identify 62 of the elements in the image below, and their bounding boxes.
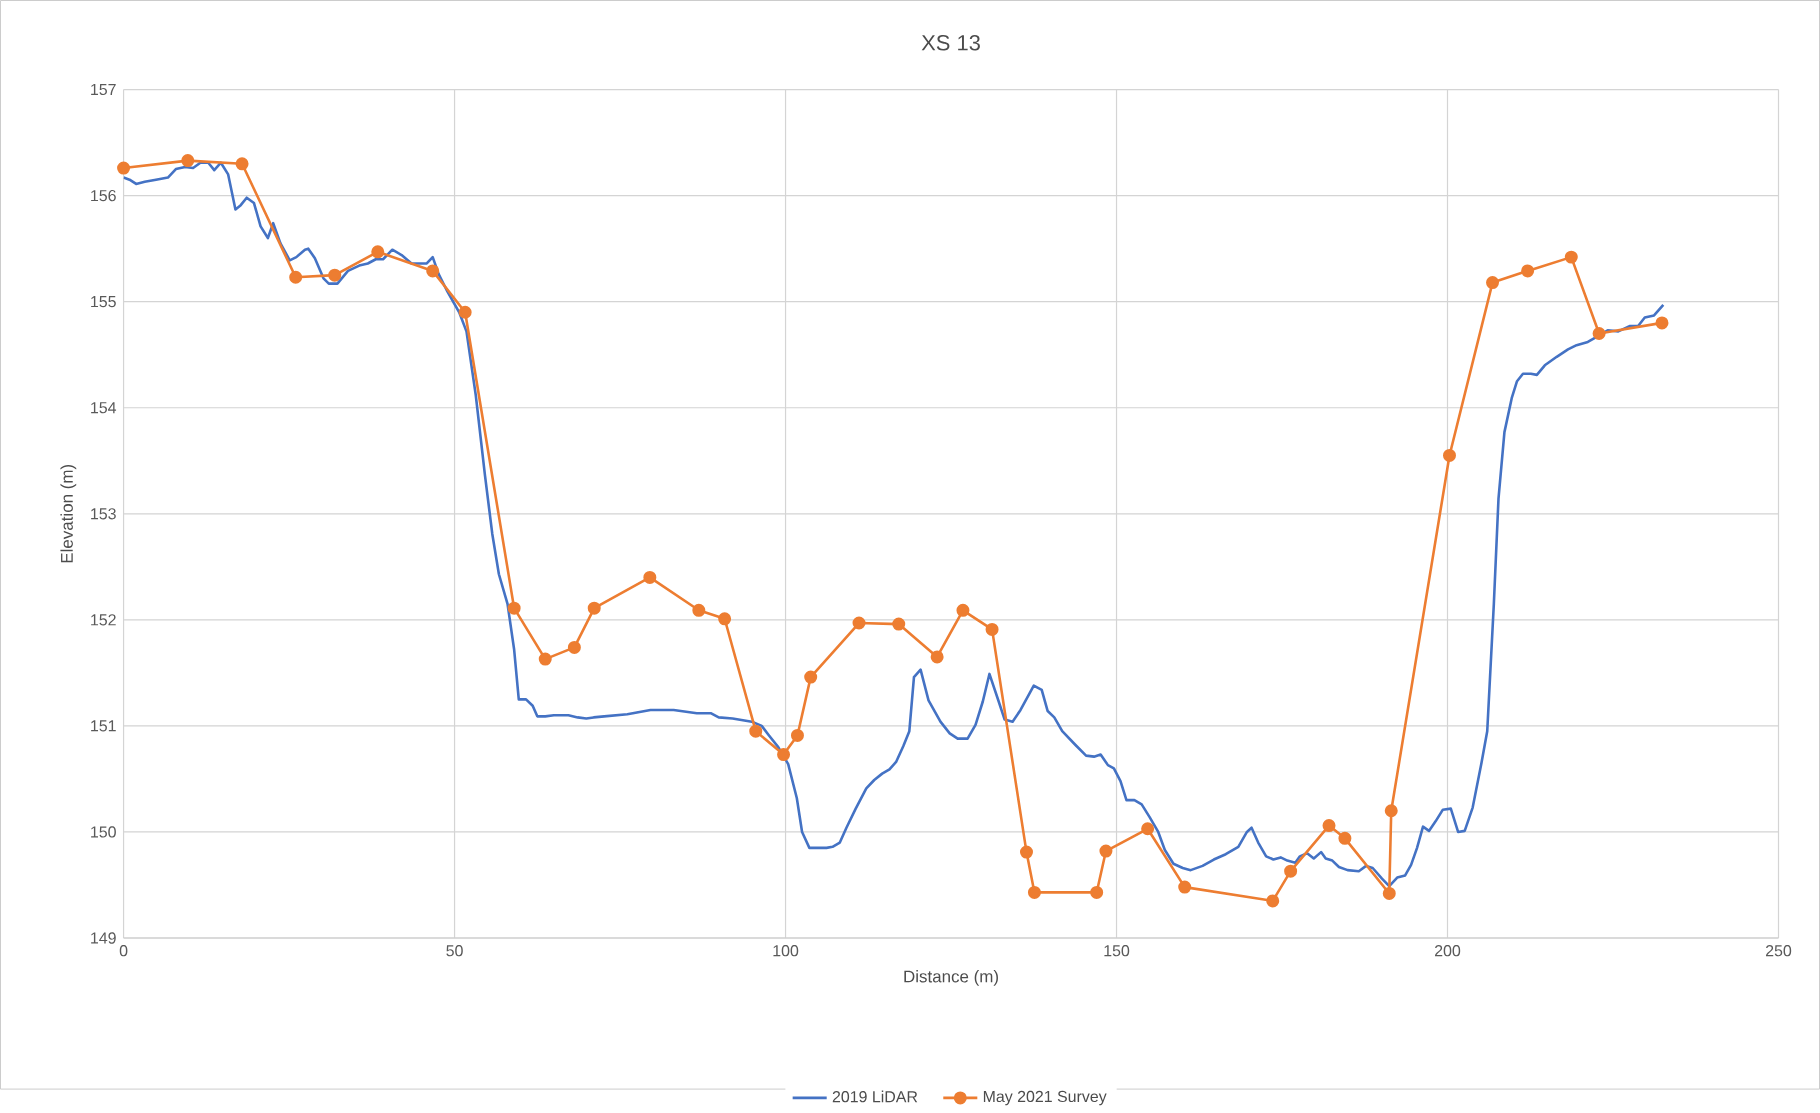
y-tick-label: 151 bbox=[91, 720, 116, 732]
y-tick-label: 153 bbox=[91, 508, 116, 520]
point bbox=[117, 161, 131, 175]
point bbox=[892, 617, 906, 631]
point bbox=[1141, 822, 1155, 836]
point bbox=[1284, 864, 1298, 878]
point bbox=[1019, 845, 1033, 859]
point bbox=[1090, 885, 1104, 899]
point bbox=[1178, 880, 1192, 894]
point bbox=[1442, 448, 1456, 462]
point bbox=[1322, 819, 1336, 833]
y-tick-label: 152 bbox=[91, 614, 116, 626]
y-tick-label: 149 bbox=[91, 932, 116, 944]
point bbox=[1382, 886, 1396, 900]
point bbox=[371, 245, 385, 259]
y-tick-label: 154 bbox=[91, 402, 117, 414]
point bbox=[790, 728, 804, 742]
point bbox=[289, 270, 303, 284]
x-tick-label: 50 bbox=[446, 945, 463, 957]
point bbox=[749, 724, 763, 738]
point bbox=[538, 652, 552, 666]
point bbox=[1384, 804, 1398, 818]
point bbox=[1486, 276, 1500, 290]
chart-title: XS 13 bbox=[921, 34, 980, 51]
x-axis-title: Distance (m) bbox=[904, 969, 998, 986]
y-tick-label: 157 bbox=[91, 83, 116, 96]
point bbox=[1266, 894, 1280, 908]
point bbox=[587, 601, 601, 615]
x-tick-label: 200 bbox=[1435, 945, 1461, 957]
y-axis-title: Elevation (m) bbox=[60, 464, 77, 563]
x-tick-label: 250 bbox=[1766, 945, 1792, 957]
x-tick-label: 0 bbox=[119, 945, 128, 957]
point bbox=[1592, 326, 1606, 340]
point bbox=[458, 305, 472, 319]
point bbox=[1338, 831, 1352, 845]
point bbox=[328, 268, 342, 282]
point bbox=[804, 670, 818, 684]
y-tick-label: 150 bbox=[91, 826, 116, 838]
point bbox=[1099, 844, 1113, 858]
x-tick-label: 100 bbox=[773, 945, 799, 957]
point bbox=[1564, 250, 1578, 264]
point bbox=[777, 747, 791, 761]
point bbox=[235, 157, 249, 171]
point bbox=[1521, 264, 1535, 278]
point bbox=[985, 622, 999, 636]
point bbox=[643, 570, 657, 584]
point bbox=[852, 616, 866, 630]
point bbox=[718, 612, 732, 626]
x-tick-label: 150 bbox=[1104, 945, 1130, 957]
point bbox=[1655, 316, 1669, 330]
legend-label: 2019 LiDAR bbox=[832, 1090, 918, 1103]
point bbox=[930, 650, 944, 664]
legend-label: May 2021 Survey bbox=[983, 1090, 1107, 1106]
y-tick-label: 156 bbox=[91, 189, 116, 202]
point bbox=[1027, 885, 1041, 899]
point bbox=[507, 601, 521, 615]
point bbox=[956, 603, 970, 617]
point bbox=[567, 640, 581, 654]
point bbox=[692, 603, 706, 617]
point bbox=[426, 264, 440, 278]
point bbox=[181, 154, 195, 168]
y-tick-label: 155 bbox=[91, 296, 116, 308]
